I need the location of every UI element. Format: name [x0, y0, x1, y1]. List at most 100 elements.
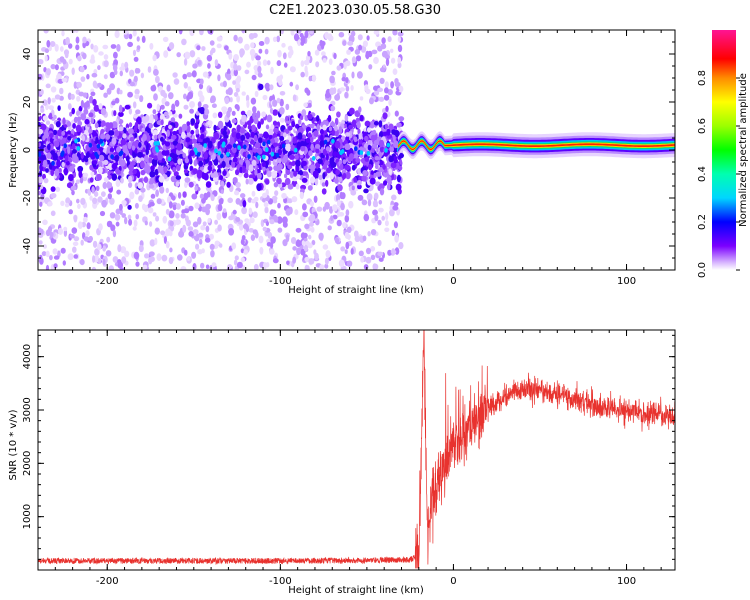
- spectrogram-noise-cell: [135, 261, 140, 267]
- spectrogram-noise-cell: [254, 142, 261, 149]
- colorbar: 0.0 0.2 0.4 0.6 0.8 Normalized spectral ampl…: [697, 30, 749, 278]
- spectrogram-noise-cell: [253, 116, 259, 125]
- spectrogram-noise-cell: [334, 94, 340, 101]
- spectrogram-noise-cell: [128, 122, 133, 128]
- spectrogram-noise-hot: [323, 139, 328, 145]
- spectrogram-noise-cell: [258, 235, 264, 244]
- spectrogram-noise-cell: [80, 239, 84, 246]
- y-tick-label: 0: [22, 147, 33, 153]
- spectrogram-noise-cell: [45, 264, 50, 270]
- spectrogram-noise-cell: [264, 36, 270, 45]
- spectrogram-noise-cell: [165, 208, 170, 215]
- spectrogram-noise-cell: [47, 201, 53, 207]
- spectrogram-noise-cell: [392, 30, 398, 36]
- spectrogram-noise-cell: [140, 187, 146, 193]
- spectrogram-noise-cell: [142, 264, 148, 270]
- spectrogram-noise-cell: [114, 213, 121, 221]
- spectrogram-noise-cell: [183, 82, 188, 89]
- spectrogram-noise-cell: [357, 184, 362, 190]
- spectrogram-noise-cell: [133, 251, 140, 260]
- spectrogram-noise-cell: [234, 104, 239, 110]
- spectrogram-noise-cell: [135, 109, 141, 115]
- spectrogram-noise-cell: [228, 123, 232, 129]
- spectrogram-noise-cell: [391, 129, 397, 135]
- spectrogram-noise-cell: [147, 102, 153, 109]
- spectrogram-noise-cell: [134, 202, 139, 209]
- spectrogram-noise-cell: [279, 91, 286, 96]
- spectrogram-noise-cell: [245, 178, 249, 185]
- spectrogram-noise-cell: [387, 249, 392, 256]
- spectrogram-noise-cell: [38, 176, 43, 184]
- spectrogram-noise-hot: [51, 160, 55, 166]
- spectrogram-noise-cell: [55, 186, 61, 192]
- spectrogram-noise-cell: [367, 127, 371, 133]
- spectrogram-noise-hot: [257, 155, 261, 160]
- spectrogram-noise-cell: [228, 52, 233, 60]
- spectrogram-noise-cell: [194, 185, 198, 192]
- spectrogram-noise-cell: [39, 89, 44, 96]
- spectrogram-noise-cell: [231, 131, 238, 138]
- spectrogram-noise-cell: [364, 120, 371, 127]
- spectrogram-noise-cell: [377, 45, 383, 52]
- spectrogram-noise-cell: [42, 159, 48, 168]
- spectrogram-noise-cell: [345, 171, 351, 180]
- spectrogram-noise-hot: [366, 151, 371, 156]
- spectrogram-noise-cell: [119, 70, 124, 77]
- spectrogram-noise-cell: [257, 121, 262, 130]
- spectrogram-noise-cell: [363, 213, 370, 222]
- spectrogram-noise-cell: [82, 172, 89, 178]
- spectrogram-noise-cell: [250, 42, 255, 49]
- spectrogram-noise-cell: [103, 159, 109, 166]
- spectrogram-noise-cell: [284, 173, 288, 179]
- spectrogram-noise-cell: [100, 107, 107, 116]
- spectrogram-noise-cell: [345, 132, 351, 137]
- spectrogram-noise-cell: [276, 60, 282, 67]
- spectrogram-noise-cell: [94, 122, 99, 129]
- spectrogram-noise-cell: [262, 226, 267, 232]
- y-tick-label: 1000: [22, 504, 33, 529]
- spectrogram-noise-cell: [182, 191, 187, 198]
- spectrogram-noise-cell: [344, 114, 349, 122]
- spectrogram-noise-cell: [207, 165, 213, 171]
- spectrogram-noise-cell: [367, 199, 372, 207]
- spectrogram-noise-cell: [42, 135, 46, 141]
- spectrogram-noise-hot: [220, 153, 224, 159]
- spectrogram-noise-cell: [163, 111, 169, 117]
- spectrogram-noise-cell: [346, 49, 351, 55]
- spectrogram-noise-cell: [200, 225, 206, 231]
- spectrogram-noise-cell: [132, 49, 137, 57]
- spectrogram-noise-cell: [183, 93, 187, 100]
- spectrogram-noise-cell: [116, 189, 122, 195]
- spectrogram-noise-cell: [190, 118, 196, 125]
- spectrogram-noise-cell: [268, 128, 274, 136]
- spectrogram-noise-cell: [98, 166, 103, 174]
- spectrogram-noise-cell: [250, 131, 255, 137]
- spectrogram-noise-cell: [294, 209, 299, 216]
- spectrogram-noise-cell: [358, 133, 362, 140]
- spectrogram-noise-cell: [241, 91, 246, 96]
- spectrogram-noise-cell: [294, 154, 299, 160]
- spectrogram-noise-cell: [386, 175, 392, 182]
- spectrogram-noise-cell: [252, 106, 257, 114]
- spectrogram-noise-cell: [351, 56, 357, 64]
- spectrogram-noise-cell: [90, 117, 95, 124]
- spectrogram-noise-cell: [282, 216, 288, 225]
- spectrogram-noise-cell: [318, 232, 324, 241]
- spectrogram-noise-cell: [83, 236, 90, 242]
- spectrogram-noise-cell: [345, 209, 350, 217]
- spectrogram-noise-cell: [113, 69, 118, 76]
- spectrogram-noise-cell: [209, 243, 215, 250]
- spectrogram-noise-cell: [168, 124, 173, 130]
- spectrogram-noise-cell: [93, 104, 100, 112]
- spectrogram-noise-cell: [73, 214, 78, 223]
- spectrogram-noise-cell: [337, 184, 343, 192]
- spectrogram-noise-cell: [396, 122, 402, 128]
- spectrogram-noise-cell: [87, 188, 91, 195]
- spectrogram-noise-cell: [231, 110, 236, 116]
- spectrogram-noise-cell: [385, 58, 390, 67]
- spectrogram-noise-cell: [73, 254, 79, 259]
- spectrogram-noise-cell: [45, 120, 51, 125]
- spectrogram-noise-cell: [231, 147, 237, 154]
- spectrogram-noise-cell: [149, 42, 154, 50]
- spectrogram-noise-cell: [277, 49, 282, 58]
